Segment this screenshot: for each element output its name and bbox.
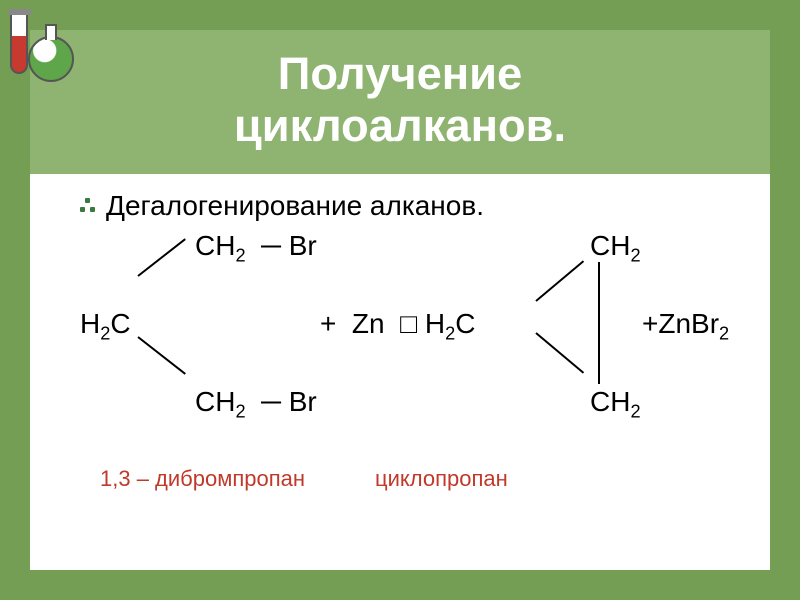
bullet-text: Дегалогенирование алканов.: [106, 190, 484, 222]
bond-line: [535, 261, 584, 302]
slide-frame: Получение циклоалканов. Дегалогенировани…: [0, 0, 800, 600]
flask-icon: [28, 24, 74, 84]
slide-title: Получение циклоалканов.: [40, 48, 760, 152]
lab-icons: [6, 6, 76, 96]
reactant-top: CH2 ─ Br: [195, 230, 317, 267]
reaction-labels: 1,3 – дибромпропан циклопропан: [80, 466, 740, 492]
plus-zn-arrow: + Zn □ H2C: [320, 308, 475, 345]
product-bottom: CH2: [590, 386, 641, 423]
label-dibromopropane: 1,3 – дибромпропан: [100, 466, 305, 492]
bond-line: [598, 262, 600, 384]
bullet-line: Дегалогенирование алканов.: [80, 190, 740, 222]
slide-body: Дегалогенирование алканов. CH2 ─ Br H2C …: [30, 174, 770, 492]
title-line-2: циклоалканов.: [234, 100, 566, 151]
reactant-bottom: CH2 ─ Br: [195, 386, 317, 423]
title-bar: Получение циклоалканов.: [30, 30, 770, 174]
reaction-area: CH2 ─ Br H2C CH2 ─ Br + Zn □ H2C CH2 CH2: [80, 230, 740, 460]
label-cyclopropane: циклопропан: [375, 466, 508, 492]
bond-line: [535, 332, 584, 373]
title-line-1: Получение: [278, 48, 523, 99]
reactant-mid: H2C: [80, 308, 131, 345]
bond-line: [137, 336, 186, 375]
test-tube-icon: [10, 12, 28, 74]
bullet-icon: [80, 198, 96, 214]
plus-znbr2: +ZnBr2: [642, 308, 729, 345]
bond-line: [137, 239, 186, 278]
